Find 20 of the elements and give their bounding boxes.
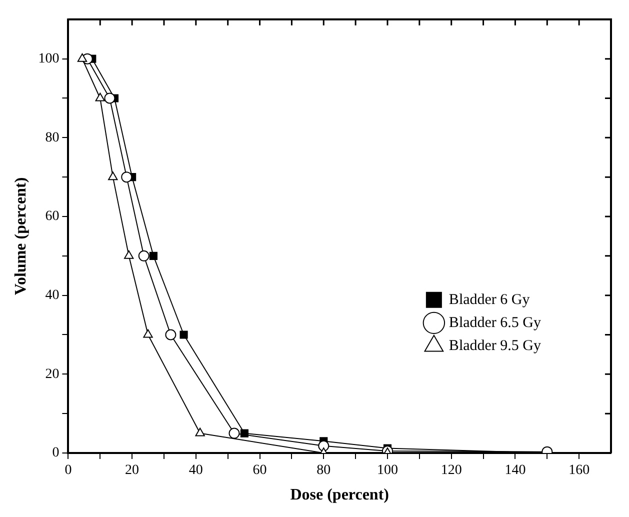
- x-tick-label: 0: [64, 463, 72, 478]
- y-tick-label: 60: [45, 209, 60, 224]
- x-tick-label: 160: [568, 463, 590, 478]
- x-tick-label: 80: [316, 463, 331, 478]
- y-tick-label: 0: [52, 446, 60, 461]
- y-tick-label: 20: [45, 366, 60, 382]
- x-axis-title: Dose (percent): [290, 486, 389, 504]
- legend-label: Bladder 9.5 Gy: [448, 338, 542, 354]
- x-tick-label: 20: [125, 463, 140, 478]
- legend-label: Bladder 6 Gy: [448, 292, 530, 308]
- x-tick-label: 120: [440, 463, 462, 478]
- y-tick-label: 100: [38, 51, 60, 66]
- y-tick-label: 40: [45, 288, 60, 303]
- legend-label: Bladder 6.5 Gy: [448, 314, 542, 331]
- x-tick-label: 140: [504, 463, 526, 478]
- x-tick-label: 40: [188, 463, 203, 478]
- y-axis-title: Volume (percent): [12, 177, 30, 296]
- y-tick-label: 80: [45, 130, 60, 146]
- x-tick-label: 60: [252, 463, 267, 478]
- x-tick-label: 100: [376, 463, 398, 478]
